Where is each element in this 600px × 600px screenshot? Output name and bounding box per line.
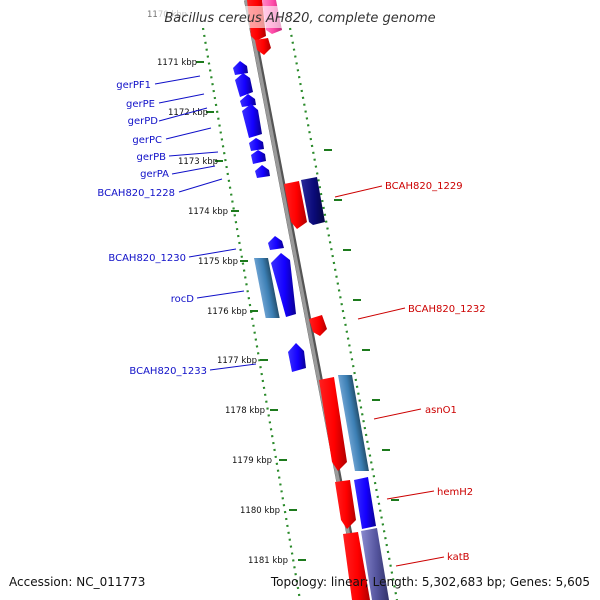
gene-label[interactable]: gerPE — [126, 99, 155, 110]
tick-label: 1174 kbp — [188, 207, 228, 217]
gene-BCAH820_1233[interactable] — [288, 343, 306, 372]
gene-BCAH820_1229[interactable] — [284, 181, 307, 229]
gene-label[interactable]: BCAH820_1233 — [129, 366, 207, 377]
left-leader-lines — [154, 75, 257, 371]
gene-gerPD[interactable] — [240, 94, 256, 107]
left-gene-labels: gerPF1 gerPE gerPD gerPC gerPB gerPA BCA… — [97, 80, 207, 377]
right-leader-lines — [334, 185, 445, 567]
scale-line-right — [288, 27, 399, 600]
tick-label: 1181 kbp — [248, 556, 288, 566]
gene-gerPE[interactable] — [235, 73, 253, 97]
tick-label: 1179 kbp — [232, 456, 272, 466]
gene-label[interactable]: gerPB — [136, 152, 166, 163]
tick-label: 1180 kbp — [240, 506, 280, 516]
gene-katB[interactable] — [343, 532, 370, 600]
right-gene-labels: BCAH820_1229 BCAH820_1232 asnO1 hemH2 ka… — [385, 181, 486, 563]
gene-hemH2[interactable] — [335, 480, 356, 529]
gene-label[interactable]: gerPA — [140, 169, 169, 180]
tick-label: 1178 kbp — [225, 406, 265, 416]
gene-BCAH820_1232[interactable] — [309, 315, 327, 336]
gene-asnO1-partner[interactable] — [338, 375, 369, 471]
gene-gerPF1[interactable] — [233, 61, 248, 75]
gene-rocD[interactable] — [271, 253, 296, 317]
gene-label[interactable]: BCAH820_1229 — [385, 181, 463, 192]
tick-marks — [196, 61, 399, 561]
gene-label[interactable]: hemH2 — [437, 487, 473, 498]
gene-rocD-partner[interactable] — [254, 258, 280, 318]
gene-hemH2-partner[interactable] — [354, 477, 376, 529]
gene-label[interactable]: gerPC — [132, 135, 162, 146]
gene-gerPB[interactable] — [249, 138, 264, 151]
gene-label[interactable]: katB — [447, 552, 470, 563]
accession-text: Accession: NC_011773 — [9, 575, 145, 589]
gene-top-red-small[interactable] — [255, 38, 271, 55]
gene-BCAH820_1230[interactable] — [268, 236, 284, 250]
tick-label: 1177 kbp — [217, 356, 257, 366]
gene-BCAH820_1229-partner[interactable] — [301, 177, 325, 225]
gene-gerPA[interactable] — [251, 150, 266, 164]
tick-label: 1171 kbp — [157, 58, 197, 68]
page-title: Bacillus cereus AH820, complete genome — [164, 11, 435, 26]
title-backdrop — [158, 6, 442, 28]
gene-label[interactable]: BCAH820_1230 — [108, 253, 186, 264]
tick-label: 1173 kbp — [178, 157, 218, 167]
gene-asnO1[interactable] — [319, 377, 347, 471]
gene-gerPC[interactable] — [242, 104, 262, 138]
gene-label[interactable]: gerPF1 — [116, 80, 151, 91]
gene-label[interactable]: BCAH820_1228 — [97, 188, 175, 199]
gene-label[interactable]: rocD — [171, 294, 195, 305]
gene-BCAH820_1228[interactable] — [255, 165, 270, 178]
scale-line-left — [201, 27, 302, 600]
gene-label[interactable]: asnO1 — [425, 405, 457, 416]
gene-label[interactable]: BCAH820_1232 — [408, 304, 486, 315]
tick-label: 1175 kbp — [198, 257, 238, 267]
tick-label: 1176 kbp — [207, 307, 247, 317]
gene-label[interactable]: gerPD — [128, 116, 159, 127]
genome-summary: Topology: linear; Length: 5,302,683 bp; … — [270, 575, 590, 589]
gene-katB-partner[interactable] — [361, 528, 389, 600]
